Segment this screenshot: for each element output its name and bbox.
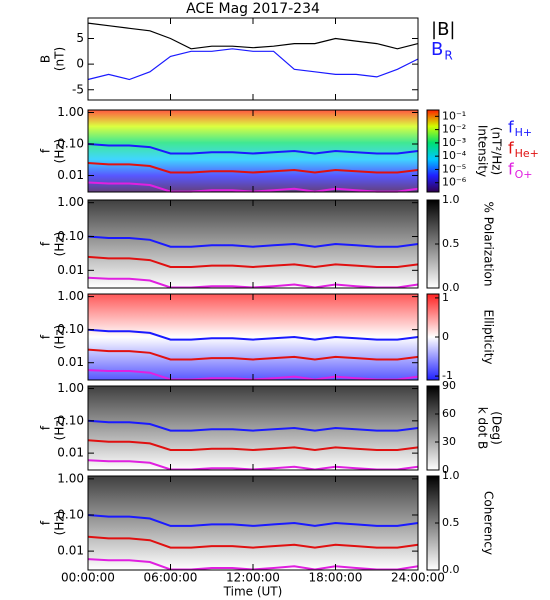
y-tick-label: 1.00 bbox=[57, 289, 84, 303]
colorbar-tick-label: 0.5 bbox=[442, 237, 460, 250]
legend-subscript: H+ bbox=[515, 126, 533, 139]
legend-label: B bbox=[431, 39, 443, 60]
y-axis-unit: (Hz) bbox=[53, 416, 67, 441]
colorbar-label: Ellipticity bbox=[482, 310, 496, 365]
series-line bbox=[87, 48, 419, 81]
x-tick-label: 06:00:00 bbox=[144, 571, 198, 585]
y-tick-label: 0.10 bbox=[57, 413, 84, 427]
y-axis-unit: (nT) bbox=[53, 47, 67, 71]
y-axis-label: f bbox=[39, 334, 53, 339]
y-axis-unit: (Hz) bbox=[53, 139, 67, 164]
colorbar-tick-label: 10⁻⁵ bbox=[442, 162, 466, 175]
y-tick-label: 0.01 bbox=[57, 544, 84, 558]
colorbar-tick-label: 10⁻¹ bbox=[442, 109, 466, 122]
y-tick-label: 0 bbox=[76, 57, 84, 71]
colorbar-tick-label: 0.0 bbox=[442, 563, 460, 576]
colorbar-tick-label: 0 bbox=[442, 330, 449, 343]
y-tick-label: 0.01 bbox=[57, 446, 84, 460]
colorbar bbox=[426, 385, 440, 471]
series-line bbox=[87, 143, 419, 155]
y-tick-label: 0.10 bbox=[57, 137, 84, 151]
spectrogram-background bbox=[88, 476, 418, 570]
y-tick-label: 0.01 bbox=[57, 168, 84, 182]
colorbar-tick-label: 10⁻⁴ bbox=[442, 149, 467, 162]
colorbar-tick-label: 0 bbox=[442, 463, 449, 476]
colorbar-tick-label: 60 bbox=[442, 407, 456, 420]
y-tick-label: 5 bbox=[76, 31, 84, 45]
colorbar-tick-label: 1 bbox=[442, 291, 449, 304]
colorbar-tick-label: 10⁻⁶ bbox=[442, 176, 467, 189]
y-axis-label: B bbox=[39, 55, 53, 63]
colorbar-tick-label: -1 bbox=[442, 369, 453, 382]
legend-label: |B| bbox=[431, 19, 455, 40]
y-tick-label: 1.00 bbox=[57, 105, 84, 119]
series-line bbox=[87, 419, 419, 432]
series-line bbox=[87, 162, 419, 174]
x-tick-label: 12:00:00 bbox=[226, 571, 280, 585]
y-tick-label: 0.01 bbox=[57, 355, 84, 369]
x-tick-label: 18:00:00 bbox=[309, 571, 363, 585]
y-tick-label: 1.00 bbox=[57, 381, 84, 395]
legend-label: f bbox=[508, 118, 514, 137]
x-axis-label: Time (UT) bbox=[223, 585, 283, 599]
series-line bbox=[87, 22, 419, 50]
series-line bbox=[87, 535, 419, 549]
colorbar-tick-label: 0.5 bbox=[442, 516, 460, 529]
y-tick-label: 1.00 bbox=[57, 471, 84, 485]
series-line bbox=[87, 348, 419, 361]
y-axis-unit: (Hz) bbox=[53, 511, 67, 536]
series-line bbox=[87, 439, 419, 452]
y-tick-label: 0.10 bbox=[57, 229, 84, 243]
colorbar-tick-label: 90 bbox=[442, 379, 456, 392]
colorbar bbox=[426, 109, 440, 193]
colorbar-unit: (Deg) bbox=[490, 411, 504, 445]
y-tick-label: 0.01 bbox=[57, 263, 84, 277]
spectrogram-background bbox=[88, 294, 418, 380]
legend-label: f bbox=[508, 139, 514, 158]
colorbar-label: Coherency bbox=[482, 491, 496, 555]
chart-title: ACE Mag 2017-234 bbox=[186, 1, 320, 17]
y-tick-label: -5 bbox=[72, 82, 84, 96]
colorbar-label: % Polarization bbox=[482, 202, 496, 287]
spectrogram-background bbox=[88, 110, 418, 192]
colorbar-tick-label: 1.0 bbox=[442, 193, 460, 206]
spectrogram-background bbox=[88, 386, 418, 470]
colorbar-unit: (nT²/Hz) bbox=[490, 127, 504, 175]
plot-frame bbox=[87, 17, 419, 101]
series-line bbox=[87, 235, 419, 248]
colorbar-tick-label: 30 bbox=[442, 435, 456, 448]
colorbar-tick-label: 10⁻³ bbox=[442, 136, 466, 149]
y-tick-label: 0.10 bbox=[57, 507, 84, 521]
y-axis-label: f bbox=[39, 148, 53, 153]
spectrogram-background bbox=[88, 200, 418, 288]
legend-subscript: R bbox=[444, 49, 452, 63]
y-axis-unit: (Hz) bbox=[53, 325, 67, 350]
y-axis-label: f bbox=[39, 425, 53, 430]
colorbar-tick-label: 1.0 bbox=[442, 469, 460, 482]
colorbar-label: k dot B bbox=[476, 407, 490, 449]
legend-label: f bbox=[508, 160, 514, 179]
x-tick-label: 24:00:00 bbox=[391, 571, 445, 585]
y-axis-unit: (Hz) bbox=[53, 232, 67, 257]
legend-subscript: He+ bbox=[515, 147, 539, 160]
series-line bbox=[87, 514, 419, 527]
y-axis-label: f bbox=[39, 520, 53, 525]
legend-subscript: O+ bbox=[515, 168, 533, 181]
y-tick-label: 1.00 bbox=[57, 195, 84, 209]
y-axis-label: f bbox=[39, 241, 53, 246]
colorbar-label: Intensity bbox=[476, 125, 490, 177]
colorbar-tick-label: 0.0 bbox=[442, 281, 460, 294]
y-tick-label: 0.10 bbox=[57, 322, 84, 336]
x-tick-label: 00:00:00 bbox=[61, 571, 115, 585]
series-line bbox=[87, 328, 419, 341]
series-line bbox=[87, 255, 419, 269]
colorbar-tick-label: 10⁻² bbox=[442, 123, 466, 136]
